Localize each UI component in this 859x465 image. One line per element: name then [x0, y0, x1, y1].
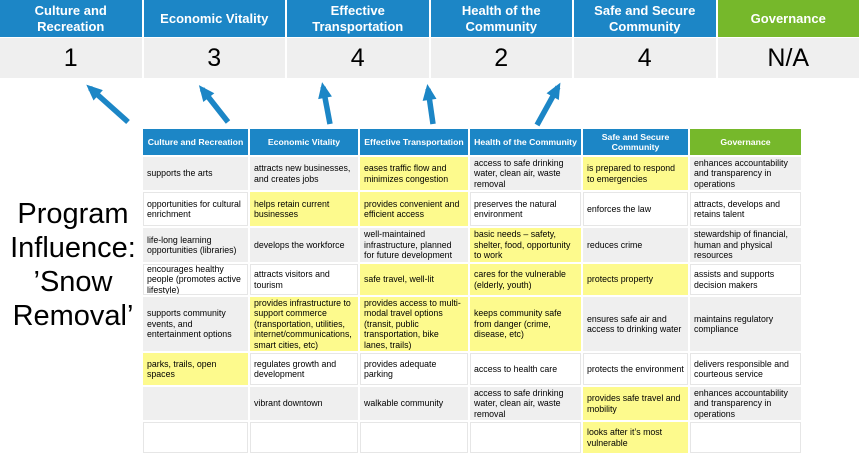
- matrix-cell: [143, 387, 248, 420]
- banner-score-culture: 1: [0, 38, 142, 78]
- banner-column-health: Health of the Community 2: [430, 0, 572, 78]
- influence-matrix: Culture and Recreation Economic Vitality E…: [143, 129, 801, 453]
- matrix-cell: [143, 422, 248, 453]
- matrix-cell-highlighted: provides infrastructure to support comme…: [250, 297, 358, 351]
- banner-header-transportation: Effective Transportation: [287, 0, 429, 37]
- matrix-cell: attracts, develops and retains talent: [690, 192, 801, 226]
- banner-score-health: 2: [430, 38, 572, 78]
- matrix-cell: [690, 422, 801, 453]
- banner-score-safe: 4: [574, 38, 716, 78]
- matrix-cell: [250, 422, 358, 453]
- matrix-cell: access to safe drinking water, clean air…: [470, 157, 581, 190]
- matrix-cell: provides adequate parking: [360, 353, 468, 385]
- matrix-header: Effective Transportation: [360, 129, 468, 155]
- matrix-cell-highlighted: eases traffic flow and minimizes congest…: [360, 157, 468, 190]
- banner-column-economic: Economic Vitality 3: [143, 0, 285, 78]
- matrix-cell: delivers responsible and courteous servi…: [690, 353, 801, 385]
- banner-column-culture: Culture and Recreation 1: [0, 0, 142, 78]
- up-arrow-icon: [318, 82, 333, 125]
- matrix-header: Culture and Recreation: [143, 129, 248, 155]
- matrix-cell-highlighted: protects property: [583, 264, 688, 295]
- matrix-cell: [360, 422, 468, 453]
- banner-score-economic: 3: [143, 38, 285, 78]
- banner-column-governance: Governance N/A: [717, 0, 859, 78]
- program-title-line: Influence:: [10, 232, 136, 264]
- matrix-cell: vibrant downtown: [250, 387, 358, 420]
- matrix-cell: ensures safe air and access to drinking …: [583, 297, 688, 351]
- matrix-cell: [470, 422, 581, 453]
- score-banner: Culture and Recreation 1 Economic Vitali…: [0, 0, 859, 78]
- banner-header-economic: Economic Vitality: [143, 0, 285, 37]
- matrix-cell: attracts visitors and tourism: [250, 264, 358, 295]
- program-title-line: ’Snow: [33, 266, 113, 298]
- banner-score-transportation: 4: [287, 38, 429, 78]
- matrix-cell-highlighted: keeps community safe from danger (crime,…: [470, 297, 581, 351]
- banner-header-culture: Culture and Recreation: [0, 0, 142, 37]
- matrix-header: Health of the Community: [470, 129, 581, 155]
- matrix-header: Economic Vitality: [250, 129, 358, 155]
- matrix-cell-highlighted: is prepared to respond to emergencies: [583, 157, 688, 190]
- banner-header-safe: Safe and Secure Community: [574, 0, 716, 37]
- matrix-cell: maintains regulatory compliance: [690, 297, 801, 351]
- matrix-cell-highlighted: provides safe travel and mobility: [583, 387, 688, 420]
- matrix-cell-highlighted: provides access to multi-modal travel op…: [360, 297, 468, 351]
- matrix-cell: protects the environment: [583, 353, 688, 385]
- program-title-line: Removal’: [12, 300, 134, 332]
- matrix-header: Safe and Secure Community: [583, 129, 688, 155]
- matrix-cell: supports the arts: [143, 157, 248, 190]
- matrix-cell: attracts new businesses, and creates job…: [250, 157, 358, 190]
- matrix-cell: assists and supports decision makers: [690, 264, 801, 295]
- matrix-cell: well-maintained infrastructure, planned …: [360, 228, 468, 262]
- up-arrow-icon: [422, 84, 437, 125]
- matrix-cell: enhances accountability and transparency…: [690, 387, 801, 420]
- banner-header-governance: Governance: [717, 0, 859, 37]
- matrix-cell: regulates growth and development: [250, 353, 358, 385]
- matrix-cell: access to health care: [470, 353, 581, 385]
- matrix-cell: encourages healthy people (promotes acti…: [143, 264, 248, 295]
- up-right-arrow-icon: [534, 82, 561, 127]
- arrow-group: [86, 82, 561, 127]
- up-left-arrow-icon: [86, 84, 130, 125]
- matrix-cell: access to safe drinking water, clean air…: [470, 387, 581, 420]
- matrix-cell-highlighted: safe travel, well-lit: [360, 264, 468, 295]
- matrix-cell-highlighted: helps retain current businesses: [250, 192, 358, 226]
- matrix-cell: life-long learning opportunities (librar…: [143, 228, 248, 262]
- banner-score-governance: N/A: [717, 38, 859, 78]
- matrix-cell: enforces the law: [583, 192, 688, 226]
- matrix-cell: walkable community: [360, 387, 468, 420]
- program-title-line: Program: [17, 198, 129, 230]
- matrix-cell: opportunities for cultural enrichment: [143, 192, 248, 226]
- banner-header-health: Health of the Community: [430, 0, 572, 37]
- matrix-cell-highlighted: looks after it’s most vulnerable: [583, 422, 688, 453]
- matrix-cell: develops the workforce: [250, 228, 358, 262]
- matrix-cell: supports community events, and entertain…: [143, 297, 248, 351]
- matrix-cell-highlighted: provides convenient and efficient access: [360, 192, 468, 226]
- matrix-cell: preserves the natural environment: [470, 192, 581, 226]
- matrix-cell-highlighted: parks, trails, open spaces: [143, 353, 248, 385]
- matrix-cell-highlighted: basic needs – safety, shelter, food, opp…: [470, 228, 581, 262]
- matrix-cell: enhances accountability and transparency…: [690, 157, 801, 190]
- banner-column-safe: Safe and Secure Community 4: [574, 0, 716, 78]
- banner-column-transportation: Effective Transportation 4: [287, 0, 429, 78]
- up-left-arrow-icon: [198, 85, 231, 124]
- matrix-cell: reduces crime: [583, 228, 688, 262]
- program-title: Program Influence: ’Snow Removal’: [0, 197, 146, 333]
- matrix-header: Governance: [690, 129, 801, 155]
- matrix-cell: stewardship of financial, human and phys…: [690, 228, 801, 262]
- matrix-cell-highlighted: cares for the vulnerable (elderly, youth…: [470, 264, 581, 295]
